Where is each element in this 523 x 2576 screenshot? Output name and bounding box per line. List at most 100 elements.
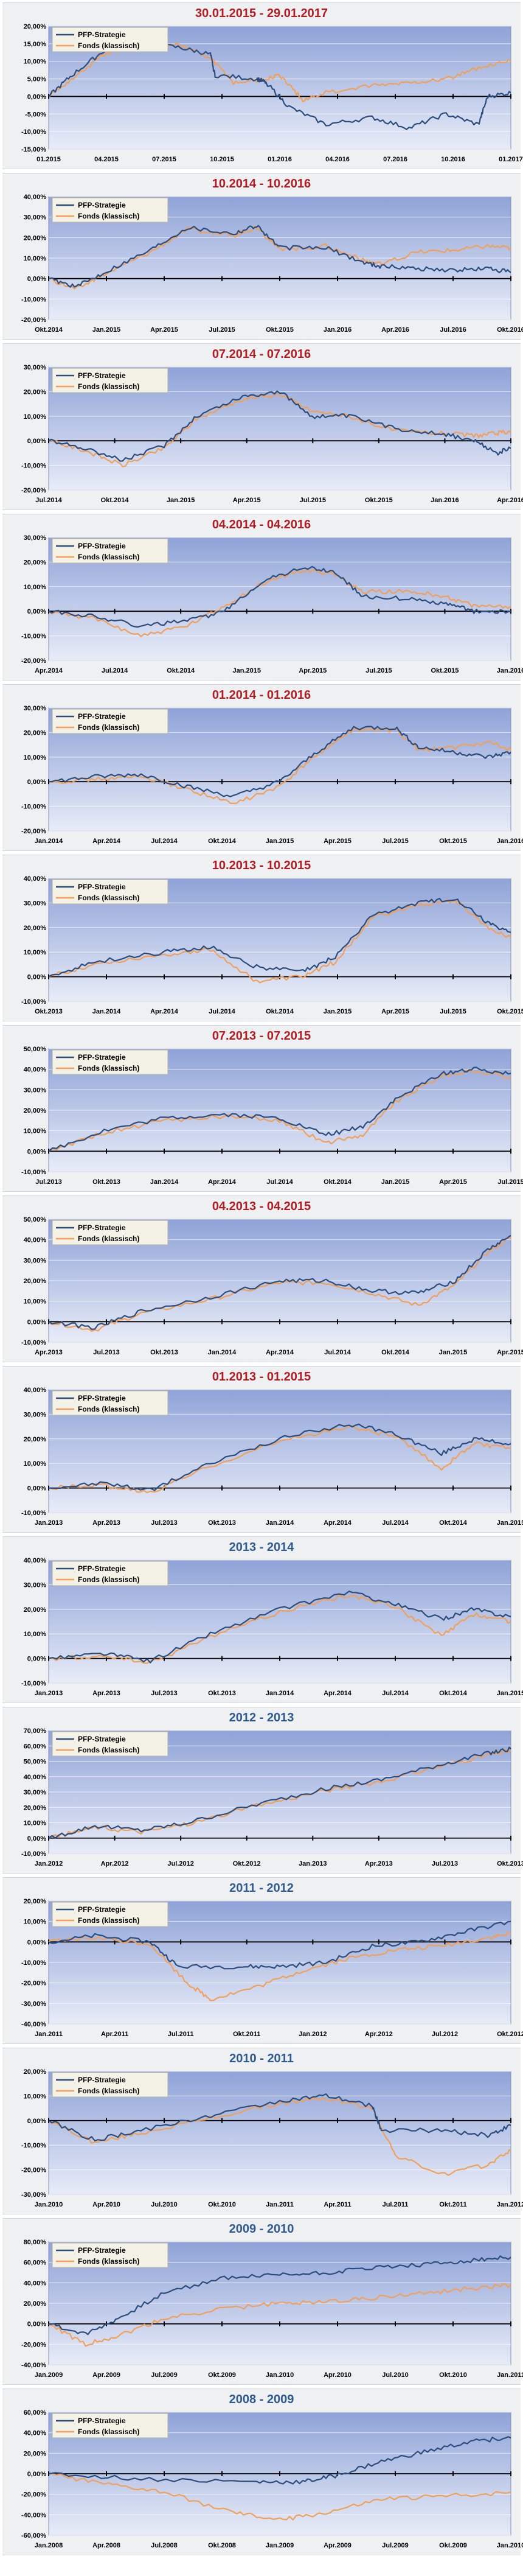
y-tick-label: 10,00%: [24, 2093, 47, 2100]
y-tick-label: -20,00%: [21, 2167, 46, 2174]
y-tick-label: 0,00%: [27, 1656, 46, 1663]
y-tick-label: 20,00%: [24, 2300, 47, 2308]
y-tick-label: 10,00%: [24, 1631, 47, 1638]
series-line-fund: [48, 1931, 511, 2001]
x-tick-label: Jan.2015: [232, 667, 260, 674]
y-tick-label: -20,00%: [21, 2491, 46, 2499]
x-tick-label: Apr.2011: [101, 2031, 128, 2038]
y-tick-label: -60,00%: [21, 2532, 46, 2539]
chart-title: 2010 - 2011: [229, 2052, 294, 2065]
y-tick-label: 10,00%: [24, 754, 47, 761]
y-tick-label: 20,00%: [24, 23, 47, 30]
y-tick-label: 30,00%: [24, 214, 47, 222]
series-line-strategy: [48, 898, 511, 978]
x-tick-label: Okt.2013: [208, 1519, 236, 1527]
x-tick-label: Okt.2014: [439, 1690, 468, 1697]
line-chart: 40,00% 30,00% 20,00% 10,00% 0,00% -10,00% -20,…: [21, 194, 523, 334]
series-line-strategy: [48, 1234, 511, 1330]
x-tick-label: 01.2017: [499, 156, 523, 163]
y-tick-label: -20,00%: [21, 657, 46, 665]
y-tick-label: -10,00%: [21, 1339, 46, 1346]
y-tick-label: 30,00%: [24, 534, 47, 542]
line-chart: 20,00% 10,00% 0,00% -10,00% -20,00% -30,00% Ja…: [21, 2068, 523, 2208]
x-tick-label: Jan.2010: [497, 2542, 523, 2549]
chart-title: 2011 - 2012: [229, 1881, 294, 1895]
x-tick-label: Jul.2014: [35, 497, 62, 504]
x-tick-label: Jul.2015: [300, 497, 326, 504]
legend-label-fund: Fonds (klassisch): [78, 1746, 139, 1754]
x-tick-label: Jan.2014: [266, 1690, 294, 1697]
y-tick-label: -40,00%: [21, 2362, 46, 2369]
x-tick-label: Apr.2015: [233, 497, 261, 504]
legend-label-fund: Fonds (klassisch): [78, 41, 139, 50]
legend: PFP-Strategie Fonds (klassisch): [52, 538, 168, 564]
y-tick-label: -10,00%: [21, 1169, 46, 1176]
line-chart: 20,00% 15,00% 10,00% 5,00% 0,00% -5,00% -10,00…: [21, 23, 523, 163]
y-tick-label: -20,00%: [21, 317, 46, 324]
chart-title: 30.01.2015 - 29.01.2017: [195, 7, 328, 20]
x-tick-label: Jan.2011: [35, 2031, 63, 2038]
x-tick-label: Jan.2015: [497, 1519, 523, 1527]
y-tick-label: 20,00%: [24, 1107, 47, 1115]
y-tick-label: -40,00%: [21, 2511, 46, 2519]
x-tick-label: Apr.2013: [92, 1519, 120, 1527]
x-tick-label: Jan.2015: [497, 1690, 523, 1697]
y-tick-label: 20,00%: [24, 2450, 47, 2457]
x-tick-label: Okt.2014: [101, 497, 130, 504]
legend-label-strategy: PFP-Strategie: [78, 883, 126, 891]
y-tick-label: 50,00%: [24, 1216, 47, 1223]
y-tick-label: 30,00%: [24, 1581, 47, 1589]
y-tick-label: 0,00%: [27, 2321, 46, 2328]
legend: PFP-Strategie Fonds (klassisch): [52, 2413, 168, 2438]
legend-label-strategy: PFP-Strategie: [78, 371, 126, 380]
x-tick-label: Jan.2016: [324, 326, 352, 334]
y-tick-label: 40,00%: [24, 2280, 47, 2287]
x-tick-label: Jul.2013: [432, 1860, 458, 1867]
x-tick-label: Jul.2014: [151, 838, 178, 845]
x-tick-label: 01.2015: [36, 156, 61, 163]
x-tick-label: Apr.2010: [324, 2371, 352, 2379]
x-tick-label: Jan.2015: [324, 1008, 352, 1015]
y-tick-label: 0,00%: [27, 438, 46, 445]
legend-label-fund: Fonds (klassisch): [78, 894, 139, 902]
y-tick-label: 30,00%: [24, 1789, 47, 1796]
line-chart: 50,00% 40,00% 30,00% 20,00% 10,00% 0,00% -10,0…: [21, 1216, 523, 1356]
series-line-strategy: [48, 2436, 511, 2485]
series-line-strategy: [48, 225, 511, 288]
y-tick-label: -10,00%: [21, 2142, 46, 2149]
legend-label-strategy: PFP-Strategie: [78, 1735, 126, 1743]
x-tick-label: Jul.2012: [432, 2031, 458, 2038]
chart-panel: 2009 - 2010 80,00% 60,00% 40,00% 20,00% 0,00%…: [2, 2218, 523, 2385]
legend: PFP-Strategie Fonds (klassisch): [52, 27, 168, 52]
x-tick-label: Jan.2016: [431, 497, 459, 504]
series-line-fund: [48, 568, 511, 637]
y-tick-label: 10,00%: [24, 1919, 47, 1926]
x-tick-label: 10.2016: [441, 156, 465, 163]
legend-label-strategy: PFP-Strategie: [78, 2417, 126, 2425]
legend-label-strategy: PFP-Strategie: [78, 201, 126, 209]
x-tick-label: Jul.2013: [35, 1178, 61, 1186]
y-tick-label: 30,00%: [24, 705, 47, 712]
legend-label-strategy: PFP-Strategie: [78, 1905, 126, 1914]
legend-label-fund: Fonds (klassisch): [78, 2257, 139, 2266]
x-tick-label: Okt.2013: [208, 1690, 236, 1697]
chart-title: 07.2013 - 07.2015: [212, 1029, 311, 1043]
chart-title: 07.2014 - 07.2016: [212, 348, 311, 361]
y-tick-label: 40,00%: [24, 875, 47, 883]
y-tick-label: 20,00%: [24, 2068, 47, 2076]
x-tick-label: Apr.2014: [35, 667, 63, 674]
y-tick-label: -20,00%: [21, 1980, 46, 1987]
y-tick-label: 60,00%: [24, 2409, 47, 2417]
y-tick-label: 20,00%: [24, 925, 47, 932]
chart-panel: 2010 - 2011 20,00% 10,00% 0,00% -10,00% -20,0…: [2, 2048, 523, 2214]
y-tick-label: -15,00%: [21, 146, 46, 153]
y-tick-label: 80,00%: [24, 2239, 47, 2246]
series-line-fund: [48, 1748, 511, 1839]
chart-title: 2012 - 2013: [229, 1711, 294, 1724]
x-tick-label: Jul.2016: [440, 326, 466, 334]
y-tick-label: 0,00%: [27, 1148, 46, 1155]
y-tick-label: -10,00%: [21, 998, 46, 1006]
x-tick-label: Jul.2015: [209, 326, 235, 334]
y-tick-label: 0,00%: [27, 2471, 46, 2478]
legend: PFP-Strategie Fonds (klassisch): [52, 1220, 168, 1245]
